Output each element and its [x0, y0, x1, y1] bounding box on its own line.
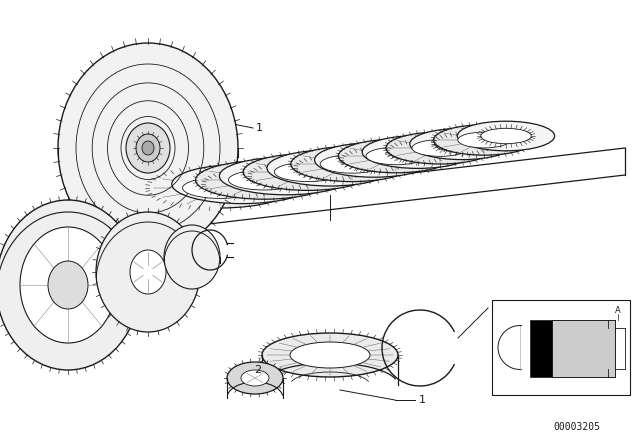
Bar — [552, 320, 615, 377]
Ellipse shape — [196, 161, 332, 199]
Ellipse shape — [339, 139, 454, 173]
Ellipse shape — [58, 43, 238, 253]
Ellipse shape — [434, 125, 534, 155]
Ellipse shape — [315, 143, 433, 177]
Ellipse shape — [435, 136, 489, 152]
Ellipse shape — [182, 177, 257, 198]
Ellipse shape — [290, 342, 370, 368]
Ellipse shape — [275, 163, 342, 181]
Ellipse shape — [410, 129, 514, 159]
Ellipse shape — [297, 159, 363, 177]
Ellipse shape — [0, 200, 140, 370]
Ellipse shape — [252, 166, 321, 186]
Ellipse shape — [458, 132, 510, 148]
Text: 2: 2 — [255, 365, 262, 375]
Ellipse shape — [205, 174, 278, 194]
Ellipse shape — [48, 261, 88, 309]
Ellipse shape — [136, 134, 160, 162]
Ellipse shape — [20, 227, 116, 343]
Text: A: A — [615, 306, 621, 314]
Ellipse shape — [96, 212, 200, 332]
Ellipse shape — [220, 157, 353, 195]
Ellipse shape — [481, 128, 531, 144]
Bar — [530, 320, 552, 377]
Text: 1: 1 — [256, 123, 263, 133]
Text: 1: 1 — [419, 395, 426, 405]
Ellipse shape — [243, 154, 372, 190]
Ellipse shape — [227, 362, 283, 394]
Ellipse shape — [386, 132, 494, 164]
Ellipse shape — [343, 151, 405, 169]
Ellipse shape — [241, 370, 269, 386]
Ellipse shape — [458, 121, 555, 151]
Ellipse shape — [389, 143, 447, 160]
Ellipse shape — [126, 123, 170, 173]
Ellipse shape — [148, 168, 292, 208]
Ellipse shape — [130, 250, 166, 294]
Ellipse shape — [412, 140, 468, 156]
Ellipse shape — [172, 164, 312, 203]
Ellipse shape — [291, 146, 413, 181]
Ellipse shape — [366, 147, 426, 165]
Ellipse shape — [164, 225, 220, 289]
Text: 00003205: 00003205 — [553, 422, 600, 432]
Ellipse shape — [142, 141, 154, 155]
Ellipse shape — [262, 333, 398, 377]
Ellipse shape — [228, 170, 300, 190]
Bar — [492, 300, 630, 395]
Ellipse shape — [362, 136, 474, 168]
Ellipse shape — [267, 150, 393, 186]
Ellipse shape — [320, 155, 384, 173]
